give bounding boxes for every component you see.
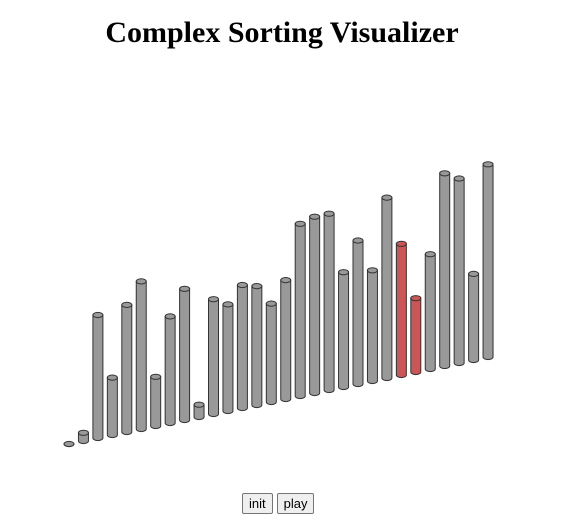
bar-body — [410, 297, 422, 376]
bar-body — [439, 172, 451, 370]
bar-11 — [222, 301, 234, 415]
bar-body — [323, 213, 335, 394]
bar-body — [265, 303, 277, 406]
bar-top — [63, 440, 75, 448]
bar-body — [193, 404, 205, 421]
bar-19 — [338, 269, 350, 391]
bar-18 — [323, 210, 335, 394]
bar-15 — [280, 277, 292, 403]
bar-top — [352, 237, 364, 244]
bar-29 — [482, 161, 494, 361]
bar-7 — [164, 313, 176, 427]
bar-body — [106, 377, 118, 439]
bar-body — [150, 376, 162, 430]
bar-top — [439, 170, 451, 177]
bar-body — [381, 197, 393, 382]
bar-20 — [352, 237, 364, 388]
bar-top — [323, 210, 335, 217]
bar-top — [453, 175, 465, 182]
bar-body — [179, 288, 191, 424]
bar-17 — [309, 213, 321, 397]
bar-body — [338, 271, 350, 391]
play-button[interactable]: play — [276, 493, 315, 514]
bar-top — [135, 278, 147, 285]
bar-body — [294, 223, 306, 400]
bar-12 — [236, 281, 248, 412]
bar-body — [468, 273, 480, 364]
controls: init play — [242, 493, 315, 514]
bar-28 — [468, 270, 480, 364]
bar-1 — [77, 429, 89, 445]
bar-body — [352, 240, 364, 388]
bar-10 — [208, 296, 219, 418]
bar-top — [338, 269, 350, 276]
bar-24 — [410, 295, 422, 376]
bar-body — [424, 253, 436, 373]
bar-top — [482, 161, 494, 168]
bar-body — [222, 303, 234, 415]
bar-body — [309, 216, 321, 397]
bar-23 — [395, 240, 407, 379]
bar-top — [77, 429, 89, 436]
bar-5 — [135, 278, 147, 433]
bar-top — [309, 213, 321, 220]
bar-16 — [294, 220, 306, 400]
bar-22 — [381, 194, 393, 382]
bar-body — [453, 178, 465, 367]
bar-body — [251, 285, 263, 409]
bar-body — [164, 315, 176, 427]
bar-top — [251, 283, 263, 290]
init-button[interactable]: init — [242, 493, 273, 514]
bar-25 — [424, 251, 436, 373]
bar-body — [366, 269, 378, 385]
bar-top — [121, 301, 133, 308]
bar-top — [179, 285, 191, 292]
bar-body — [208, 298, 219, 418]
bar-27 — [453, 175, 465, 367]
bar-top — [236, 281, 248, 289]
bar-body — [482, 163, 494, 361]
bar-body — [236, 284, 248, 412]
bar-top — [381, 194, 393, 201]
bar-9 — [193, 401, 205, 421]
bar-top — [150, 373, 162, 380]
bar-top — [106, 374, 118, 381]
sorting-visualization — [63, 161, 494, 448]
bar-14 — [265, 300, 277, 406]
bar-top — [410, 295, 422, 302]
bar-body — [92, 314, 104, 442]
bar-body — [135, 280, 147, 433]
bar-top — [222, 301, 234, 308]
bar-top — [193, 401, 205, 408]
bar-top — [208, 296, 219, 303]
bar-3 — [106, 374, 118, 439]
bar-13 — [251, 283, 263, 409]
bar-top — [294, 220, 306, 227]
bar-top — [468, 270, 480, 277]
page-title: Complex Sorting Visualizer — [105, 16, 459, 49]
bar-top — [92, 311, 104, 319]
bar-top — [395, 240, 407, 247]
bar-26 — [439, 170, 451, 370]
bar-body — [280, 279, 292, 403]
bar-top — [164, 313, 176, 320]
bar-4 — [121, 301, 133, 436]
bar-top — [424, 251, 436, 258]
bar-6 — [150, 373, 162, 430]
bar-0 — [63, 440, 75, 448]
bar-top — [366, 267, 378, 274]
bar-21 — [366, 267, 378, 385]
bar-body — [395, 243, 407, 379]
bar-body — [121, 304, 133, 436]
bar-2 — [92, 311, 104, 442]
bar-top — [280, 277, 292, 284]
bar-8 — [179, 285, 191, 424]
bar-top — [265, 300, 277, 307]
